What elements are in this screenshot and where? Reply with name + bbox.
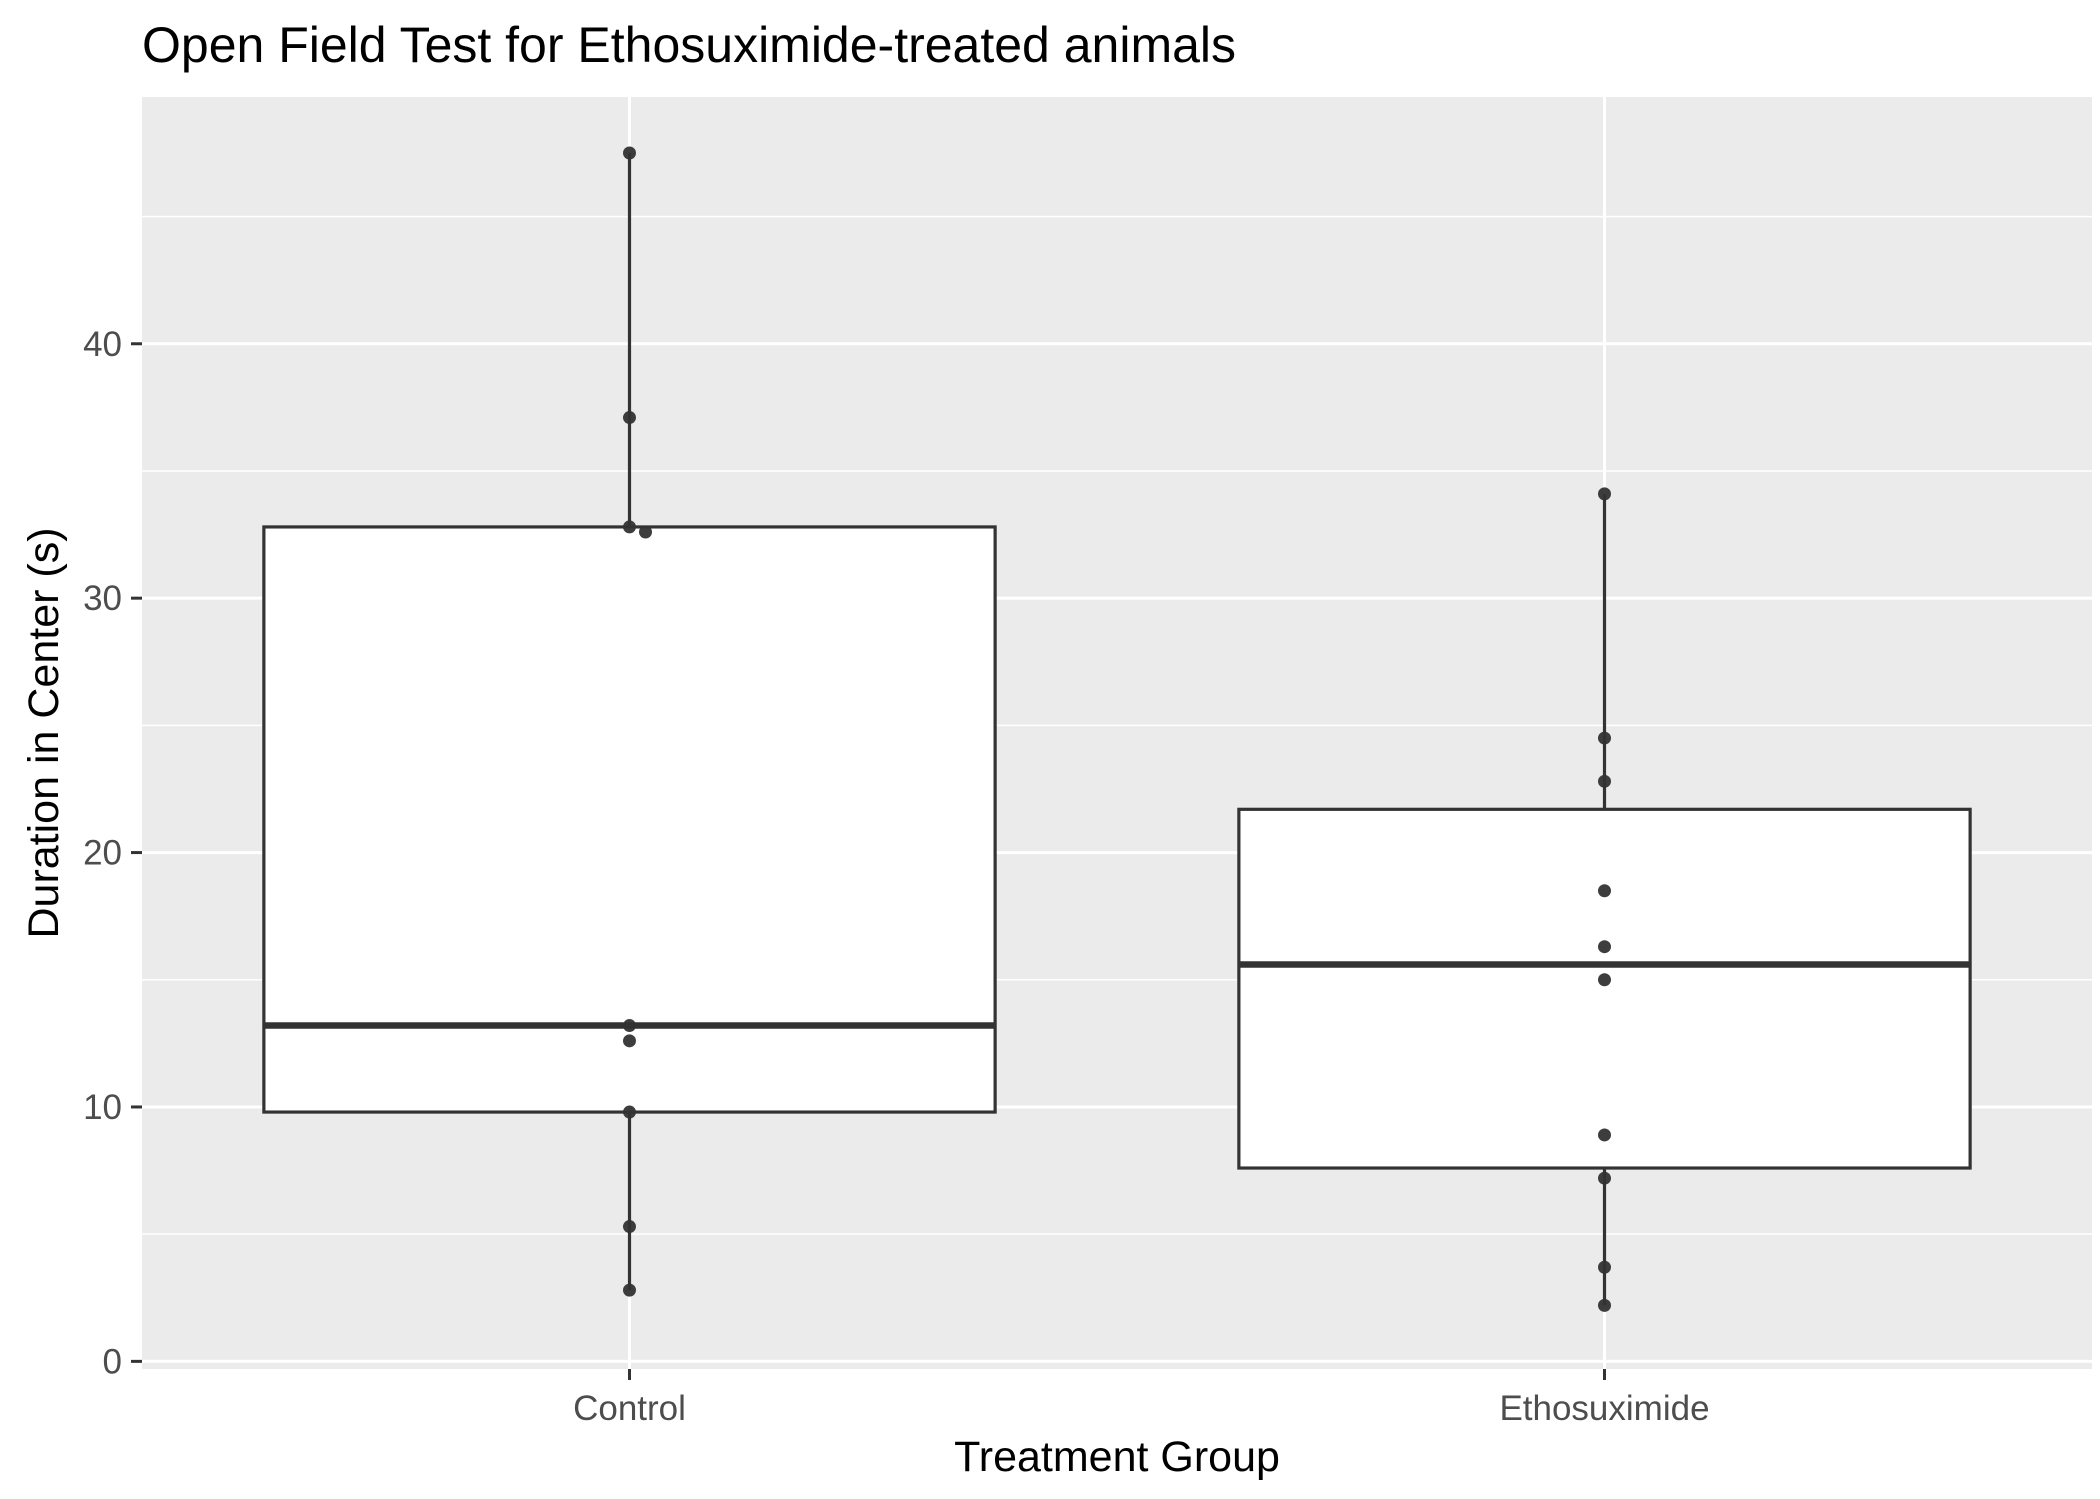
y-axis-title: Duration in Center (s) [20, 527, 68, 938]
data-point [623, 146, 636, 160]
data-point [623, 1283, 636, 1297]
data-point [639, 525, 652, 539]
data-points [623, 146, 1611, 1312]
data-point [1598, 731, 1611, 745]
data-point [1598, 940, 1611, 954]
data-point [1598, 487, 1611, 501]
data-point [623, 1220, 636, 1234]
y-tick-label: 40 [83, 325, 122, 364]
box-iqr [1237, 807, 1972, 1170]
data-point [1598, 1260, 1611, 1274]
box-iqr [262, 525, 997, 1114]
x-tick-label: Control [573, 1389, 686, 1428]
data-point [623, 1019, 636, 1033]
data-point [623, 411, 636, 425]
box-plots [262, 152, 1972, 1306]
data-point [623, 520, 636, 534]
data-point [1598, 1128, 1611, 1142]
chart-title: Open Field Test for Ethosuximide-treated… [142, 17, 1236, 73]
data-point [1598, 973, 1611, 987]
box-control [262, 152, 997, 1291]
y-tick-label: 10 [83, 1088, 122, 1127]
box-ethosuximide [1237, 493, 1972, 1306]
data-point [1598, 1171, 1611, 1185]
x-tick-label: Ethosuximide [1499, 1389, 1709, 1428]
data-point [1598, 774, 1611, 788]
y-tick-label: 0 [103, 1342, 122, 1381]
data-point [1598, 1298, 1611, 1312]
x-axis-title: Treatment Group [954, 1433, 1280, 1481]
y-tick-label: 20 [83, 834, 122, 873]
data-point [623, 1034, 636, 1048]
y-tick-label: 30 [83, 579, 122, 618]
axes: 0 10 20 30 40 Control Ethosuximide [83, 325, 1709, 1428]
data-point [623, 1105, 636, 1119]
data-point [1598, 884, 1611, 898]
